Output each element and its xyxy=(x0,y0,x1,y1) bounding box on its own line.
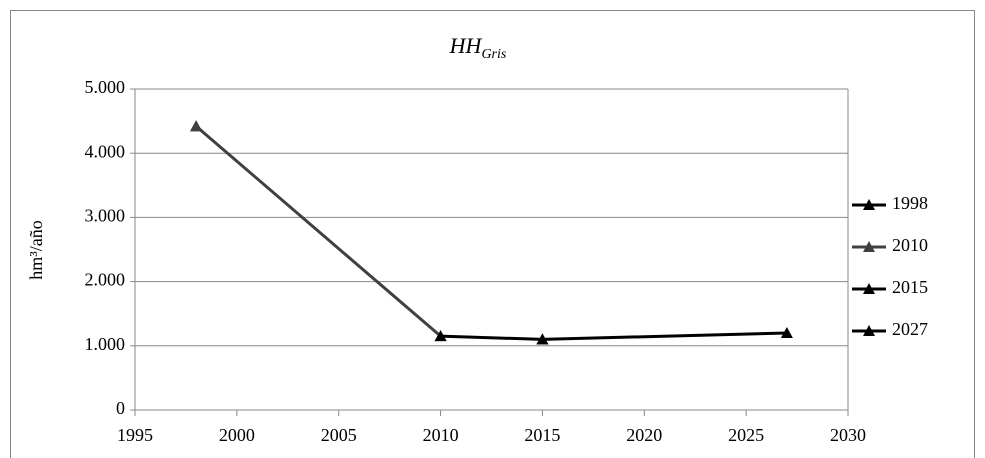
legend-label: 2015 xyxy=(892,277,928,297)
marker xyxy=(190,120,203,132)
marker xyxy=(780,326,793,338)
title-subscript: Gris xyxy=(481,47,506,62)
series-line xyxy=(542,331,787,341)
series-line xyxy=(195,125,442,338)
chart-border xyxy=(10,10,975,458)
x-tick-label: 2015 xyxy=(524,425,560,445)
legend-label: 2010 xyxy=(892,235,928,255)
legend-label: 1998 xyxy=(892,193,928,213)
y-tick-label: 4.000 xyxy=(85,141,126,161)
x-tick-label: 2010 xyxy=(423,425,459,445)
x-tick-label: 2025 xyxy=(728,425,764,445)
chart-title: HHGris xyxy=(449,33,507,62)
y-tick-label: 3.000 xyxy=(85,206,126,226)
x-tick-label: 2000 xyxy=(219,425,255,445)
x-tick-label: 2030 xyxy=(830,425,866,445)
legend-marker xyxy=(863,283,875,294)
series-line xyxy=(440,334,543,341)
y-axis-label: hm³/año xyxy=(26,220,46,279)
x-tick-label: 2005 xyxy=(321,425,357,445)
marker xyxy=(536,333,549,345)
legend-marker xyxy=(863,241,875,252)
y-tick-label: 1.000 xyxy=(85,334,126,354)
title-main: HH xyxy=(449,33,483,58)
y-tick-label: 0 xyxy=(116,398,125,418)
legend-marker xyxy=(863,199,875,210)
y-tick-label: 5.000 xyxy=(85,77,126,97)
x-tick-label: 1995 xyxy=(117,425,153,445)
marker xyxy=(434,330,447,342)
legend-marker xyxy=(863,325,875,336)
x-tick-label: 2020 xyxy=(626,425,662,445)
legend-label: 2027 xyxy=(892,319,928,339)
y-tick-label: 2.000 xyxy=(85,270,126,290)
